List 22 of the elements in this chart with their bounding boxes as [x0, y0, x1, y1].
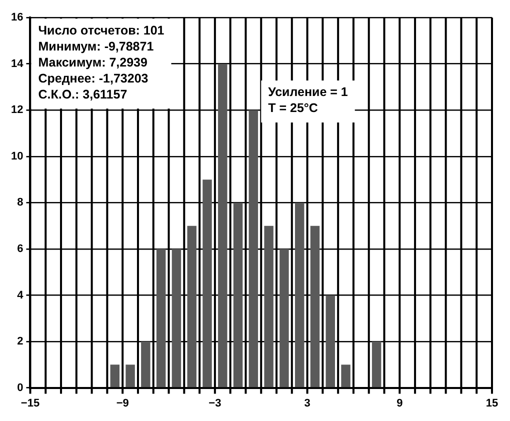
annotation: T = 25°C — [268, 101, 318, 116]
y-tick-label: 16 — [10, 12, 24, 24]
annotation: Число отсчетов: 101 — [38, 23, 164, 38]
annotation: Минимум: -9,78871 — [38, 39, 154, 54]
y-tick-label: 10 — [10, 150, 24, 162]
x-tick-label: −9 — [116, 397, 129, 410]
annotation: Усиление = 1 — [268, 85, 348, 100]
y-tick-label: 4 — [17, 289, 24, 302]
x-tick-label: 15 — [486, 397, 498, 410]
annotation: Среднее: -1,73203 — [38, 71, 148, 86]
y-tick-label: 8 — [17, 196, 24, 209]
x-tick-label: 3 — [304, 397, 310, 410]
y-tick-label: 14 — [10, 58, 24, 70]
x-tick-label: −15 — [20, 397, 40, 410]
y-tick-label: 12 — [10, 104, 24, 116]
annotation: Максимум: 7,2939 — [38, 55, 148, 70]
y-tick-label: 0 — [17, 382, 24, 394]
annotation: С.К.О.: 3,61157 — [38, 87, 128, 102]
y-tick-label: 2 — [17, 336, 24, 348]
y-tick-label: 6 — [17, 243, 24, 256]
x-tick-label: −3 — [208, 397, 222, 410]
x-tick-label: 9 — [396, 397, 403, 410]
